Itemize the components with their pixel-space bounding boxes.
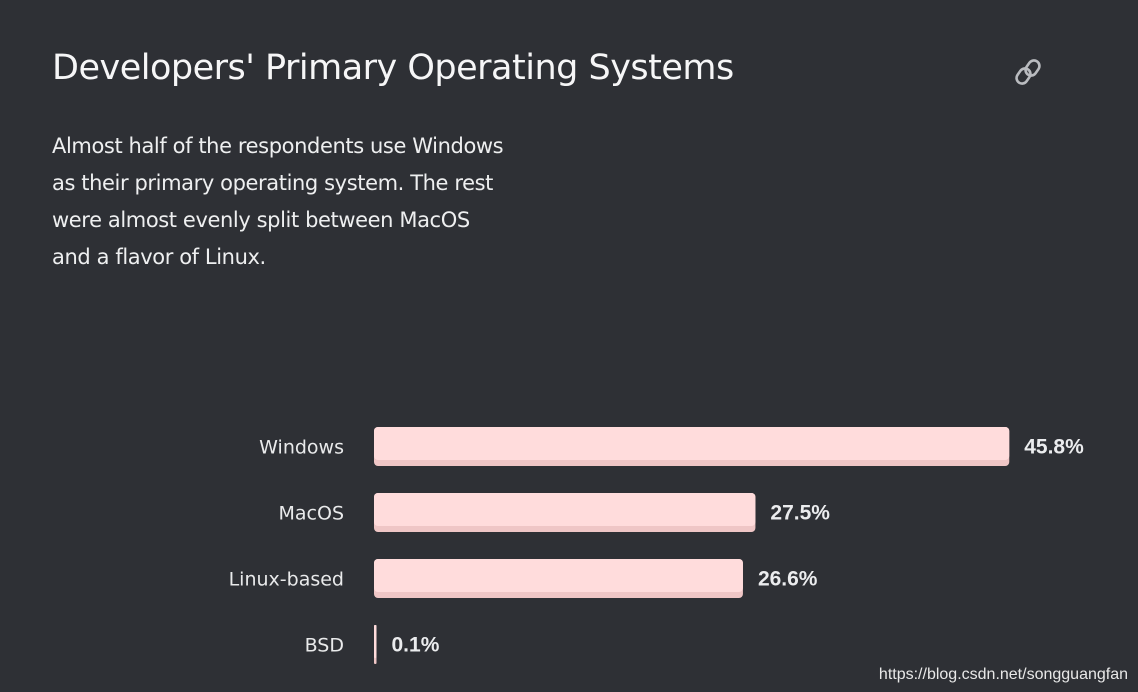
category-label-windows: Windows: [259, 437, 344, 459]
bar-windows[interactable]: [374, 427, 1010, 460]
bar-macos[interactable]: [374, 493, 756, 526]
category-label-bsd: BSD: [305, 635, 344, 657]
chart-summary: Almost half of the respondents use Windo…: [52, 134, 504, 269]
bar-linux-based[interactable]: [374, 559, 743, 592]
bar-bsd[interactable]: [374, 625, 377, 658]
value-label-windows: 45.8%: [1024, 436, 1084, 459]
category-label-macos: MacOS: [279, 503, 345, 525]
page-title: Developers' Primary Operating Systems: [52, 48, 734, 88]
link-icon[interactable]: [1012, 56, 1044, 88]
value-label-macos: 27.5%: [770, 502, 830, 525]
value-label-bsd: 0.1%: [392, 634, 440, 657]
watermark: https://blog.csdn.net/songguangfan: [878, 666, 1128, 683]
value-label-linux-based: 26.6%: [758, 568, 818, 591]
category-label-linux-based: Linux-based: [229, 569, 344, 591]
